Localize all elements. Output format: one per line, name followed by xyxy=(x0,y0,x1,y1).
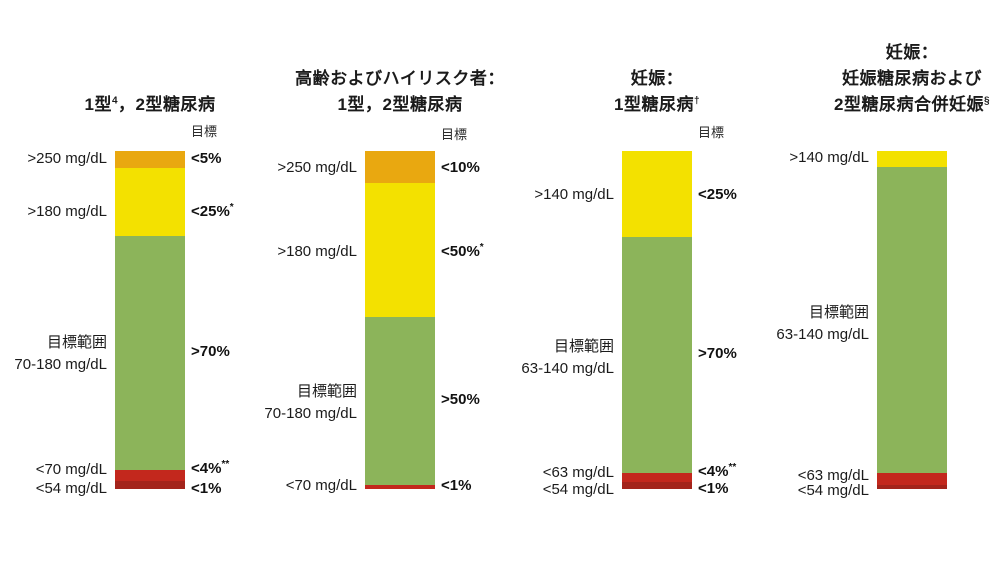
target-high: <25%* xyxy=(191,202,234,221)
goal-header: 目標 xyxy=(191,124,218,139)
panel-title-line: 1型，2型糖尿病 xyxy=(337,95,463,114)
target-very-high: <5% xyxy=(191,150,222,167)
segment-very-high xyxy=(115,151,185,168)
target-range-value: 63-140 mg/dL xyxy=(521,360,614,377)
range-label-target: 目標範囲 70-180 mg/dL xyxy=(0,332,107,376)
target-range-value: 70-180 mg/dL xyxy=(14,356,107,373)
target-high: <50%* xyxy=(441,242,484,261)
range-label-low: <63 mg/dL xyxy=(797,467,869,484)
footnote-marker: 4 xyxy=(111,95,119,107)
segment-very-low xyxy=(877,485,947,489)
footnote-marker: § xyxy=(983,95,991,107)
panel-title-line: 妊娠糖尿病および xyxy=(842,69,982,88)
panel-title: 妊娠： 1型糖尿病† xyxy=(507,66,807,118)
panel-title-line: 1型4，2型糖尿病 xyxy=(84,95,216,114)
target-range-value: 63-140 mg/dL xyxy=(776,326,869,343)
segment-target-range xyxy=(365,317,435,485)
segment-high xyxy=(115,168,185,236)
segment-low xyxy=(877,473,947,485)
stacked-bar xyxy=(877,151,947,489)
segment-target-range xyxy=(877,167,947,473)
target-low: <4%** xyxy=(191,459,230,478)
range-label-very-high: >250 mg/dL xyxy=(277,159,357,176)
footnote-marker: † xyxy=(693,95,701,107)
segment-very-high xyxy=(365,151,435,183)
target-range-title: 目標範囲 xyxy=(808,304,869,321)
range-label-very-low: <54 mg/dL xyxy=(35,480,107,497)
range-label-low: <70 mg/dL xyxy=(35,461,107,478)
panel-title-line: 1型糖尿病† xyxy=(613,95,701,114)
range-label-high: >140 mg/dL xyxy=(534,186,614,203)
target-high: <25% xyxy=(698,186,737,203)
range-label-target: 目標範囲 70-180 mg/dL xyxy=(157,381,357,425)
panel-title-line: 妊娠： xyxy=(885,43,939,62)
range-label-very-low: <54 mg/dL xyxy=(542,481,614,498)
range-label-high: >180 mg/dL xyxy=(27,203,107,220)
target-very-low: <1% xyxy=(698,480,729,497)
range-label-high: >140 mg/dL xyxy=(789,149,869,166)
range-label-low: <70 mg/dL xyxy=(285,477,357,494)
target-range-title: 目標範囲 xyxy=(553,338,614,355)
segment-target-range xyxy=(622,237,692,473)
target-low: <4%** xyxy=(698,462,737,481)
panel-title: 妊娠： 妊娠糖尿病および 2型糖尿病合併妊娠§ xyxy=(762,40,1000,118)
goal-header: 目標 xyxy=(441,127,468,142)
segment-target-range xyxy=(115,236,185,470)
panel-title: 1型4，2型糖尿病 xyxy=(0,92,300,118)
range-label-high: >180 mg/dL xyxy=(277,243,357,260)
panel-title-line: 高齢およびハイリスク者： xyxy=(295,69,505,88)
range-label-target: 目標範囲 63-140 mg/dL xyxy=(669,302,869,346)
target-range-value: 70-180 mg/dL xyxy=(264,405,357,422)
stacked-bar xyxy=(115,151,185,489)
target-in-range: >70% xyxy=(698,345,737,362)
target-range-title: 目標範囲 xyxy=(296,383,357,400)
segment-low xyxy=(115,470,185,481)
target-low: <1% xyxy=(441,477,472,494)
range-label-low: <63 mg/dL xyxy=(542,464,614,481)
stacked-bar xyxy=(365,151,435,489)
segment-high xyxy=(622,151,692,237)
segment-low xyxy=(622,473,692,482)
goal-header: 目標 xyxy=(698,125,725,140)
target-range-title: 目標範囲 xyxy=(46,334,107,351)
panel-title-line: 妊娠： xyxy=(630,69,684,88)
segment-very-low xyxy=(622,482,692,489)
target-very-high: <10% xyxy=(441,159,480,176)
target-in-range: >70% xyxy=(191,343,230,360)
segment-low xyxy=(365,485,435,489)
segment-high xyxy=(877,151,947,167)
target-in-range: >50% xyxy=(441,391,480,408)
segment-very-low xyxy=(115,481,185,489)
range-label-very-low: <54 mg/dL xyxy=(797,482,869,499)
panel-title-line: 2型糖尿病合併妊娠§ xyxy=(833,95,991,114)
stacked-bar xyxy=(622,151,692,489)
range-label-target: 目標範囲 63-140 mg/dL xyxy=(414,336,614,380)
target-very-low: <1% xyxy=(191,480,222,497)
range-label-very-high: >250 mg/dL xyxy=(27,150,107,167)
segment-high xyxy=(365,183,435,317)
panel-title: 高齢およびハイリスク者： 1型，2型糖尿病 xyxy=(250,66,550,118)
